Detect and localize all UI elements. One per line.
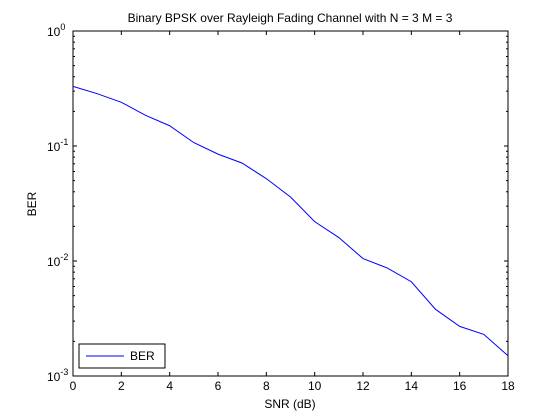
y-tick-label: 10-3 — [47, 367, 68, 384]
x-axis-label: SNR (dB) — [264, 397, 315, 411]
x-tick-label: 2 — [118, 379, 125, 393]
data-point — [362, 258, 363, 259]
x-tick-label: 16 — [453, 379, 467, 393]
x-tick-label: 4 — [166, 379, 173, 393]
data-point — [459, 326, 460, 327]
y-tick-exponent: -3 — [60, 367, 68, 377]
y-tick-label: 100 — [47, 22, 65, 39]
y-tick-exponent: 0 — [60, 22, 65, 32]
data-point — [435, 309, 436, 310]
x-tick-label: 8 — [263, 379, 270, 393]
data-point — [411, 281, 412, 282]
data-point — [338, 237, 339, 238]
y-tick-base: 10 — [47, 370, 61, 384]
data-point — [314, 221, 315, 222]
data-point — [169, 125, 170, 126]
data-point — [121, 102, 122, 103]
y-tick-exponent: -2 — [60, 252, 68, 262]
x-tick-label: 18 — [501, 379, 515, 393]
y-tick-base: 10 — [47, 25, 61, 39]
series-layer — [72, 85, 509, 357]
data-point — [507, 355, 508, 356]
data-point — [387, 267, 388, 268]
data-point — [266, 178, 267, 179]
series-line-ber — [72, 85, 509, 357]
x-axis-ticks: 0 2 4 6 8 10 12 14 16 18 — [70, 31, 515, 393]
data-point — [290, 196, 291, 197]
x-tick-label: 12 — [356, 379, 370, 393]
chart-title: Binary BPSK over Rayleigh Fading Channel… — [128, 11, 453, 25]
y-axis-label: BER — [25, 191, 39, 216]
y-tick-exponent: -1 — [60, 137, 68, 147]
data-point — [483, 334, 484, 335]
x-tick-label: 14 — [405, 379, 419, 393]
data-point — [193, 142, 194, 143]
x-tick-label: 6 — [215, 379, 222, 393]
data-point — [72, 86, 73, 87]
data-point — [145, 115, 146, 116]
y-tick-base: 10 — [47, 140, 61, 154]
y-tick-base: 10 — [47, 255, 61, 269]
data-point — [242, 163, 243, 164]
x-tick-label: 0 — [70, 379, 77, 393]
legend-label-ber: BER — [130, 349, 155, 363]
x-tick-label: 10 — [308, 379, 322, 393]
legend: BER — [78, 343, 166, 369]
plot-area — [72, 30, 509, 377]
y-tick-label: 10-2 — [47, 252, 68, 269]
data-point — [217, 154, 218, 155]
y-tick-label: 10-1 — [47, 137, 68, 154]
data-point — [97, 93, 98, 94]
